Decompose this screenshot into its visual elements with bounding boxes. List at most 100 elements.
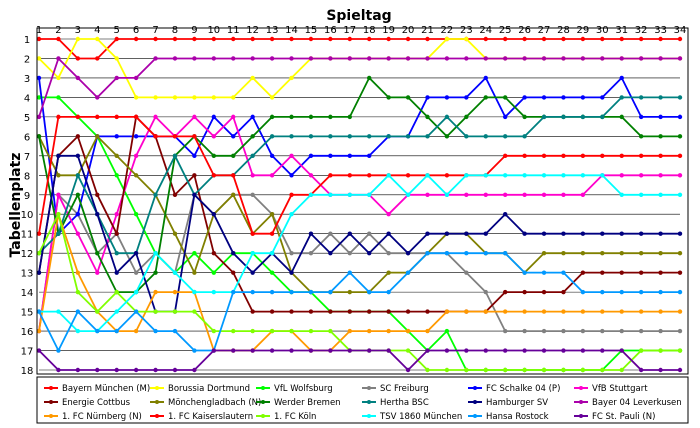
data-point — [56, 56, 61, 61]
legend-item: SC Freiburg — [362, 384, 429, 394]
data-point — [250, 134, 255, 139]
data-point — [444, 173, 450, 178]
data-point — [444, 134, 450, 139]
data-point — [658, 36, 663, 42]
series-line — [38, 77, 680, 294]
data-point — [502, 328, 508, 334]
data-point — [541, 309, 547, 314]
data-point — [464, 367, 469, 373]
data-point — [328, 173, 333, 178]
data-point — [95, 328, 100, 334]
data-point — [308, 114, 314, 120]
data-point — [502, 212, 508, 217]
legend-item: VfL Wolfsburg — [256, 384, 333, 394]
series-line — [38, 116, 680, 235]
data-point — [619, 95, 624, 100]
x-tick-label: 26 — [518, 25, 531, 36]
data-point — [600, 348, 605, 353]
data-point — [367, 36, 372, 42]
data-point — [580, 36, 586, 42]
data-point — [502, 95, 508, 100]
data-point — [580, 348, 586, 353]
data-point — [114, 75, 119, 81]
series-line — [38, 38, 680, 99]
series — [36, 153, 683, 314]
data-point — [677, 309, 683, 314]
y-tick-label: 3 — [24, 74, 30, 85]
data-point — [580, 250, 586, 256]
legend-marker — [579, 414, 583, 418]
legend-item: Borussia Dortmund — [150, 384, 250, 394]
data-point — [172, 56, 178, 61]
x-tick-label: 6 — [133, 25, 139, 36]
data-point — [308, 192, 314, 197]
data-point — [95, 270, 100, 275]
data-point — [600, 309, 605, 314]
data-point — [425, 173, 430, 178]
data-point — [328, 114, 333, 120]
data-point — [580, 270, 586, 275]
data-point — [211, 173, 217, 178]
data-point — [658, 250, 663, 256]
series-line — [38, 57, 680, 118]
data-point — [600, 328, 605, 334]
data-point — [133, 153, 139, 159]
data-point — [172, 289, 178, 295]
data-point — [347, 289, 352, 295]
data-point — [269, 328, 275, 334]
legend-label: FC St. Pauli (N) — [592, 412, 655, 422]
y-tick-label: 2 — [24, 54, 30, 65]
data-point — [464, 114, 469, 120]
data-point — [619, 367, 624, 373]
data-point — [250, 231, 255, 236]
data-point — [192, 56, 197, 61]
data-point — [444, 231, 450, 236]
data-point — [211, 212, 217, 217]
data-point — [269, 270, 275, 275]
data-point — [75, 289, 81, 295]
data-point — [483, 192, 488, 197]
series-line — [38, 116, 680, 332]
data-point — [619, 309, 624, 314]
data-point — [269, 231, 275, 236]
data-point — [425, 367, 430, 373]
x-tick-label: 8 — [172, 25, 178, 36]
x-tick-label: 7 — [152, 25, 158, 36]
data-point — [308, 289, 314, 295]
data-point — [386, 289, 391, 295]
data-point — [638, 367, 644, 373]
legend-item: Bayer 04 Leverkusen — [574, 398, 682, 408]
y-tick-label: 4 — [24, 93, 30, 104]
data-point — [192, 250, 197, 256]
data-point — [211, 328, 217, 334]
data-point — [502, 250, 508, 256]
data-point — [658, 95, 663, 100]
data-point — [172, 367, 178, 373]
data-point — [36, 348, 42, 353]
data-point — [328, 192, 333, 197]
data-point — [638, 289, 644, 295]
data-point — [75, 153, 81, 159]
y-axis-label: Tabellenplatz — [8, 153, 24, 258]
data-point — [522, 192, 527, 197]
data-point — [561, 56, 566, 61]
data-point — [502, 192, 508, 197]
legend-marker — [261, 386, 265, 390]
data-point — [347, 153, 352, 159]
data-point — [192, 289, 197, 295]
data-point — [658, 56, 663, 61]
data-point — [444, 36, 450, 42]
data-point — [464, 95, 469, 100]
legend-marker — [261, 400, 265, 404]
data-point — [211, 348, 217, 353]
data-point — [658, 153, 663, 159]
legend-marker — [49, 386, 53, 390]
data-point — [172, 270, 178, 275]
y-tick-label: 11 — [21, 230, 34, 241]
data-point — [289, 250, 294, 256]
data-point — [133, 289, 139, 295]
data-point — [658, 270, 663, 275]
data-point — [561, 114, 566, 120]
data-point — [522, 289, 527, 295]
